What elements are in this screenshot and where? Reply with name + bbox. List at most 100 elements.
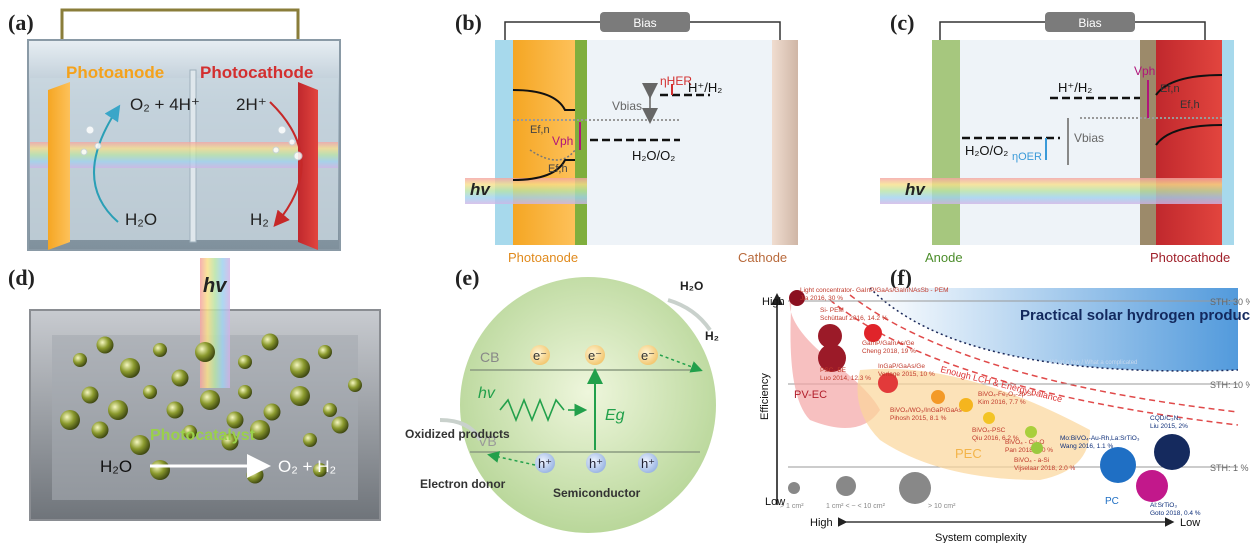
- data-point: [1136, 470, 1168, 502]
- photocatalyst-particle: [82, 387, 99, 404]
- size-legend-medium: 1 cm² < ~ < 10 cm²: [826, 503, 886, 510]
- efh-label-b: Ef,h: [548, 163, 568, 175]
- x-low-label: Low: [1180, 517, 1200, 529]
- hv-label-c: hv: [905, 180, 926, 199]
- photocatalyst-particle: [172, 370, 189, 387]
- x-high-label: High: [810, 517, 833, 529]
- h-h2-label-b: H⁺/H₂: [688, 80, 722, 95]
- panel-e: (e) CB VB e⁻ e⁻ e⁻ h⁺ h⁺ h⁺ Eg hv H₂O H₂…: [405, 265, 719, 533]
- photocatalyst-particle: [227, 412, 244, 429]
- bias-label-b: Bias: [633, 16, 656, 30]
- h2o-label: H₂O: [125, 210, 157, 229]
- panel-a-label: (a): [8, 10, 34, 35]
- y-low-label: Low: [765, 496, 785, 508]
- anode-plate: [932, 40, 960, 245]
- products-label: O₂ + H₂: [278, 457, 336, 476]
- y-high-label: High: [762, 296, 785, 308]
- hv-label-b: hv: [470, 180, 491, 199]
- vbias-label-b: Vbias: [612, 99, 642, 113]
- faint-note: What a low / What a complicated: [1050, 360, 1137, 366]
- cathode-plate: [772, 40, 798, 245]
- photocatalyst-particle: [262, 334, 279, 351]
- photocatalyst-particle: [108, 400, 128, 420]
- photocatalyst-particle: [153, 343, 167, 357]
- photocatalyst-particle: [238, 385, 252, 399]
- f-title: Practical solar hydrogen production: [1020, 307, 1250, 324]
- photocatalyst-particle: [150, 460, 170, 480]
- photocatalyst-particle: [264, 404, 281, 421]
- photocatalyst-particle: [73, 353, 87, 367]
- panel-d: (d) hv Photocatalyst H₂O O₂ + H₂: [8, 258, 380, 520]
- panel-d-label: (d): [8, 265, 35, 290]
- electron-symbol-3: e⁻: [641, 348, 655, 363]
- photoanode-label: Photoanode: [66, 63, 164, 82]
- electron-symbol-2: e⁻: [588, 348, 602, 363]
- light-beam-c: [880, 178, 1222, 204]
- glass-left-b: [495, 40, 513, 245]
- h-plus-label: 2H⁺: [236, 95, 267, 114]
- photocatalyst-particle: [92, 422, 109, 439]
- light-beam-a: [30, 142, 338, 168]
- o2-product-label: O₂ + 4H⁺: [130, 95, 200, 114]
- vph-label-c: Vph: [1134, 64, 1155, 78]
- photocatalyst-particle: [318, 345, 332, 359]
- h2-label-e: H₂: [705, 329, 719, 343]
- photocathode-semiconductor: [1156, 40, 1222, 245]
- y-axis-label: Efficiency: [759, 373, 771, 420]
- panel-a: (a) Photoanode Photocathode O₂ + 4H⁺ 2H⁺…: [8, 10, 340, 250]
- data-point-label: GaInP/GaInAs/Ge Cheng 2018, 19 %: [862, 340, 916, 355]
- panel-e-label: (e): [455, 265, 479, 290]
- hole-symbol-1: h⁺: [538, 456, 552, 471]
- photocatalyst-particle: [200, 390, 220, 410]
- photocatalyst-particle: [323, 403, 337, 417]
- h2o-o2-label-c: H₂O/O₂: [965, 143, 1008, 158]
- photocatalyst-particle: [332, 417, 349, 434]
- data-point: [959, 398, 973, 412]
- panel-c: (c) Bias Vph Ef,n H⁺/H₂ Ef,h H₂O/O₂ ηOER…: [880, 10, 1234, 265]
- hole-symbol-2: h⁺: [589, 456, 603, 471]
- size-legend-large: > 10 cm²: [928, 503, 956, 510]
- panel-c-label: (c): [890, 10, 914, 35]
- x-axis-label: System complexity: [935, 532, 1027, 543]
- eta-oer-label: ηOER: [1012, 151, 1042, 163]
- data-point-label: BiVO₄-Fe₂O₃-2p Si Kim 2016, 7.7 %: [978, 391, 1033, 406]
- cb-label: CB: [480, 349, 499, 365]
- photocatalyst-particle: [303, 433, 317, 447]
- sth30-label: STH: 30 %: [1210, 297, 1250, 307]
- photocatalyst-particle: [60, 410, 80, 430]
- data-point: [1154, 434, 1190, 470]
- photocatalyst-particle: [195, 342, 215, 362]
- electron-donor-label: Electron donor: [420, 477, 506, 491]
- h2-label: H₂: [250, 210, 269, 229]
- eg-label: Eg: [605, 407, 625, 424]
- vph-label-b: Vph: [552, 134, 573, 148]
- electrolyte-b: [587, 40, 772, 245]
- h2o-o2-label-b: H₂O/O₂: [632, 148, 675, 163]
- hv-label-d: hv: [203, 275, 228, 297]
- photocatalyst-particle: [290, 358, 310, 378]
- semiconductor-label: Semiconductor: [553, 486, 641, 500]
- efn-label-c: Ef,n: [1160, 83, 1180, 95]
- efh-label-c: Ef,h: [1180, 99, 1200, 111]
- oxidized-products-label: Oxidized products: [405, 427, 510, 441]
- sth10-label: STH: 10 %: [1210, 380, 1250, 390]
- photocathode-label-c: Photocathode: [1150, 250, 1230, 265]
- electron-symbol-1: e⁻: [533, 348, 547, 363]
- data-point: [931, 390, 945, 404]
- photocatalyst-particle: [143, 385, 157, 399]
- h2o-label-e: H₂O: [680, 279, 703, 293]
- photocathode-label: Photocathode: [200, 63, 313, 82]
- vbias-label-c: Vbias: [1074, 131, 1104, 145]
- photocatalyst-particle: [238, 355, 252, 369]
- panel-b-label: (b): [455, 10, 482, 35]
- photocatalyst-particle: [120, 358, 140, 378]
- photocatalyst-particle: [348, 378, 362, 392]
- pv-ec-label: PV-EC: [794, 389, 827, 401]
- photocatalyst-particle: [247, 467, 264, 484]
- photocatalyst-particle: [290, 386, 310, 406]
- data-point: [1031, 442, 1043, 454]
- photocatalyst-particle: [130, 435, 150, 455]
- glass-right-c: [1222, 40, 1234, 245]
- photocatalyst-particle: [167, 402, 184, 419]
